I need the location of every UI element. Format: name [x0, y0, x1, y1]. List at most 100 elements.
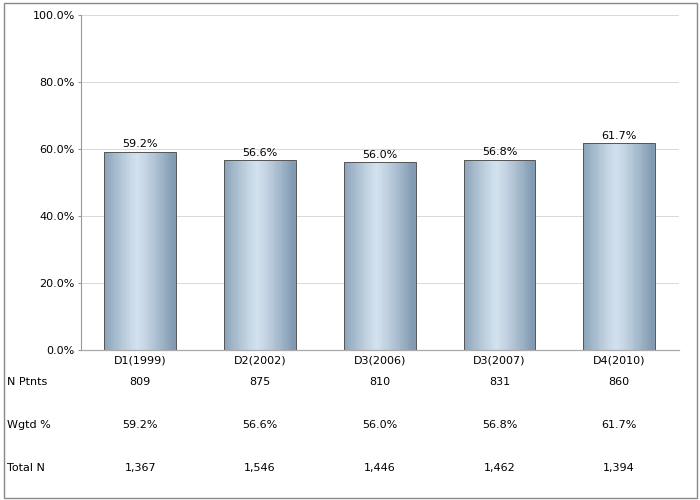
Bar	[504, 160, 505, 350]
Bar	[260, 160, 261, 350]
Bar	[291, 160, 293, 350]
Bar	[604, 144, 605, 350]
Bar	[157, 152, 158, 350]
Bar	[415, 162, 416, 350]
Bar	[634, 144, 636, 350]
Bar	[523, 160, 524, 350]
Bar	[145, 152, 146, 350]
Text: 810: 810	[369, 376, 391, 386]
Bar	[475, 160, 476, 350]
Bar	[132, 152, 133, 350]
Bar	[278, 160, 279, 350]
Bar	[254, 160, 255, 350]
Bar	[476, 160, 477, 350]
Bar	[224, 160, 296, 350]
Bar	[526, 160, 527, 350]
Bar	[264, 160, 265, 350]
Bar	[629, 144, 630, 350]
Bar	[130, 152, 132, 350]
Text: 875: 875	[249, 376, 271, 386]
Bar	[133, 152, 134, 350]
Bar	[105, 152, 106, 350]
Bar	[109, 152, 110, 350]
Bar	[246, 160, 248, 350]
Bar	[226, 160, 227, 350]
Bar	[392, 162, 393, 350]
Bar	[232, 160, 233, 350]
Bar	[365, 162, 366, 350]
Bar	[377, 162, 378, 350]
Bar	[607, 144, 608, 350]
Bar	[283, 160, 284, 350]
Bar	[267, 160, 268, 350]
Bar	[287, 160, 288, 350]
Bar	[351, 162, 352, 350]
Bar	[598, 144, 599, 350]
Text: 56.6%: 56.6%	[242, 148, 278, 158]
Bar	[532, 160, 533, 350]
Bar	[359, 162, 360, 350]
Bar	[378, 162, 379, 350]
Bar	[489, 160, 491, 350]
Bar	[633, 144, 634, 350]
Bar	[279, 160, 280, 350]
Bar	[608, 144, 609, 350]
Bar	[473, 160, 475, 350]
Bar	[389, 162, 390, 350]
Bar	[370, 162, 371, 350]
Bar	[129, 152, 130, 350]
Bar	[227, 160, 228, 350]
Bar	[514, 160, 516, 350]
Bar	[502, 160, 503, 350]
Bar	[412, 162, 413, 350]
Bar	[127, 152, 128, 350]
Bar	[244, 160, 245, 350]
Text: 1,446: 1,446	[364, 464, 395, 473]
Bar	[289, 160, 290, 350]
Bar	[396, 162, 397, 350]
Text: 56.8%: 56.8%	[482, 420, 517, 430]
Bar	[288, 160, 289, 350]
Bar	[468, 160, 469, 350]
Bar	[595, 144, 596, 350]
Bar	[521, 160, 522, 350]
Bar	[610, 144, 611, 350]
Bar	[612, 144, 613, 350]
Bar	[173, 152, 174, 350]
Bar	[640, 144, 641, 350]
Bar	[478, 160, 479, 350]
Text: Total N: Total N	[7, 464, 45, 473]
Bar	[463, 160, 464, 350]
Text: 59.2%: 59.2%	[122, 420, 158, 430]
Bar	[529, 160, 530, 350]
Bar	[404, 162, 405, 350]
Bar	[167, 152, 168, 350]
Bar	[347, 162, 349, 350]
Bar	[261, 160, 262, 350]
Bar	[272, 160, 274, 350]
Bar	[644, 144, 645, 350]
Text: 56.0%: 56.0%	[362, 420, 398, 430]
Bar	[645, 144, 646, 350]
Bar	[358, 162, 359, 350]
Bar	[494, 160, 495, 350]
Bar	[507, 160, 508, 350]
Bar	[401, 162, 402, 350]
Bar	[636, 144, 637, 350]
Bar	[624, 144, 625, 350]
Bar	[151, 152, 152, 350]
Bar	[241, 160, 242, 350]
Bar	[368, 162, 369, 350]
Bar	[161, 152, 162, 350]
Bar	[528, 160, 529, 350]
Bar	[242, 160, 243, 350]
Bar	[352, 162, 353, 350]
Bar	[496, 160, 497, 350]
Bar	[104, 152, 105, 350]
Bar	[606, 144, 607, 350]
Text: 1,462: 1,462	[484, 464, 515, 473]
Bar	[620, 144, 621, 350]
Bar	[237, 160, 239, 350]
Bar	[511, 160, 512, 350]
Bar	[623, 144, 624, 350]
